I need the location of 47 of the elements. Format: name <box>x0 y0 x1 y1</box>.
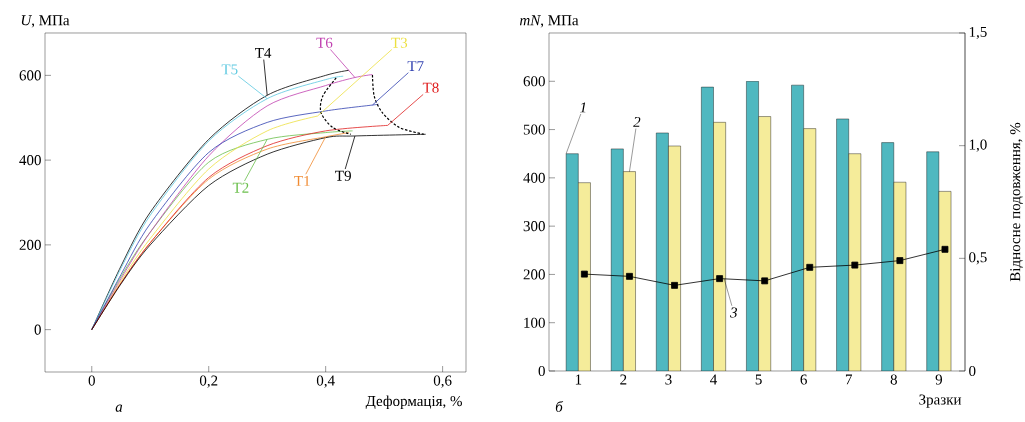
y-tick-label: 600 <box>523 76 545 87</box>
text: T5 <box>221 64 238 75</box>
text: T3 <box>391 37 408 48</box>
y-tick-label: 500 <box>523 124 545 135</box>
x-tick-label: 0,4 <box>316 375 335 388</box>
x-tick-label: 2 <box>620 374 627 385</box>
x-tick-label: 7 <box>845 374 853 385</box>
text: б <box>555 400 564 412</box>
x-tick-label: 0 <box>88 375 95 386</box>
text: T6 <box>316 37 333 48</box>
x-tick-label: 0,6 <box>433 375 452 388</box>
x-axis-title: Деформація, % <box>365 395 462 410</box>
x-tick-label: 0,2 <box>199 375 218 388</box>
y-tick-label: 300 <box>523 221 545 232</box>
y-tick-label: 200 <box>19 239 41 250</box>
y-tick-label: 400 <box>19 155 41 166</box>
text: а <box>115 404 123 412</box>
y2-tick-label: 0 <box>969 365 976 377</box>
x-axis-title: Зразки <box>919 394 962 408</box>
y2-tick-label: 1,5 <box>969 26 987 40</box>
y-tick-label: 100 <box>524 317 545 328</box>
y2-axis-title: Відносне подовження, % <box>1010 122 1024 282</box>
text: T9 <box>335 170 351 181</box>
text: T1 <box>294 175 310 186</box>
y-axis-title: mN, МПа <box>519 15 579 28</box>
y-tick-label: 400 <box>523 172 545 183</box>
x-tick-label: 3 <box>665 374 672 385</box>
text: T4 <box>255 47 272 58</box>
legend-label: 3 <box>730 307 738 318</box>
y-tick-label: 0 <box>538 365 545 377</box>
y-tick-label: 600 <box>19 70 41 81</box>
y-axis-title: U, МПа <box>21 15 70 28</box>
text: T8 <box>422 82 439 93</box>
x-tick-label: 1 <box>575 374 582 385</box>
x-tick-label: 9 <box>935 374 943 385</box>
x-tick-label: 5 <box>755 374 762 385</box>
y-tick-label: 0 <box>34 324 41 335</box>
y-tick-label: 200 <box>523 269 545 280</box>
text: T2 <box>232 182 249 193</box>
y2-tick-label: 1,0 <box>969 139 987 152</box>
x-tick-label: 6 <box>800 374 807 385</box>
y2-tick-label: 0,5 <box>969 252 987 265</box>
text: 2 <box>633 116 641 127</box>
text: 1 <box>580 102 586 113</box>
text: T7 <box>407 61 424 71</box>
x-tick-label: 8 <box>890 374 897 385</box>
x-tick-label: 4 <box>710 374 718 385</box>
